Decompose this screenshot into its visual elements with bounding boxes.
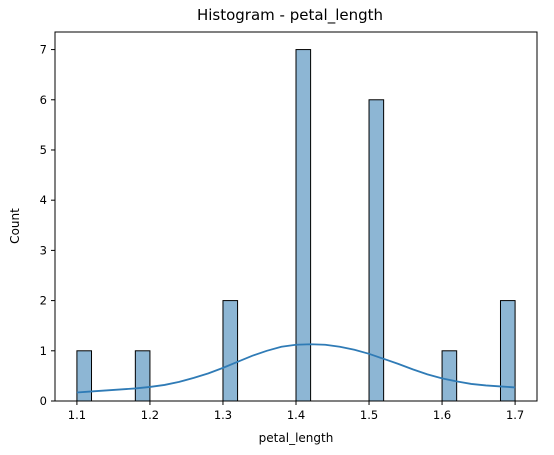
y-tick-label: 1 [40, 344, 47, 358]
ticks-layer: 1.1 1.2 1.3 1.4 1.5 1.6 1.7 0 1 2 3 4 5 6 7 [40, 43, 525, 422]
y-tick-label: 0 [40, 394, 47, 408]
y-tick-label: 7 [40, 43, 47, 57]
histogram-bar-0 [76, 350, 93, 402]
y-tick-label: 2 [40, 294, 47, 308]
x-tick-label: 1.6 [433, 408, 451, 422]
y-tick-label: 4 [40, 193, 47, 207]
x-axis-label: petal_length [259, 431, 334, 445]
histogram-bar-1 [134, 350, 151, 402]
y-tick-label: 3 [40, 243, 47, 257]
x-tick-label: 1.3 [214, 408, 232, 422]
histogram-bar-2 [222, 300, 239, 402]
x-tick-label: 1.1 [68, 408, 86, 422]
kde-layer [76, 343, 516, 394]
x-tick-label: 1.4 [287, 408, 305, 422]
x-tick-label: 1.7 [506, 408, 524, 422]
bars-layer [76, 49, 516, 402]
y-tick-label: 5 [40, 143, 47, 157]
histogram-bar-5 [441, 350, 458, 402]
x-tick-label: 1.5 [360, 408, 378, 422]
histogram-bar-3 [295, 49, 312, 402]
y-tick-label: 6 [40, 93, 47, 107]
chart-title: Histogram - petal_length [197, 6, 383, 25]
kde-line [76, 343, 516, 394]
x-tick-label: 1.2 [141, 408, 159, 422]
y-axis-label: Count [8, 208, 22, 244]
